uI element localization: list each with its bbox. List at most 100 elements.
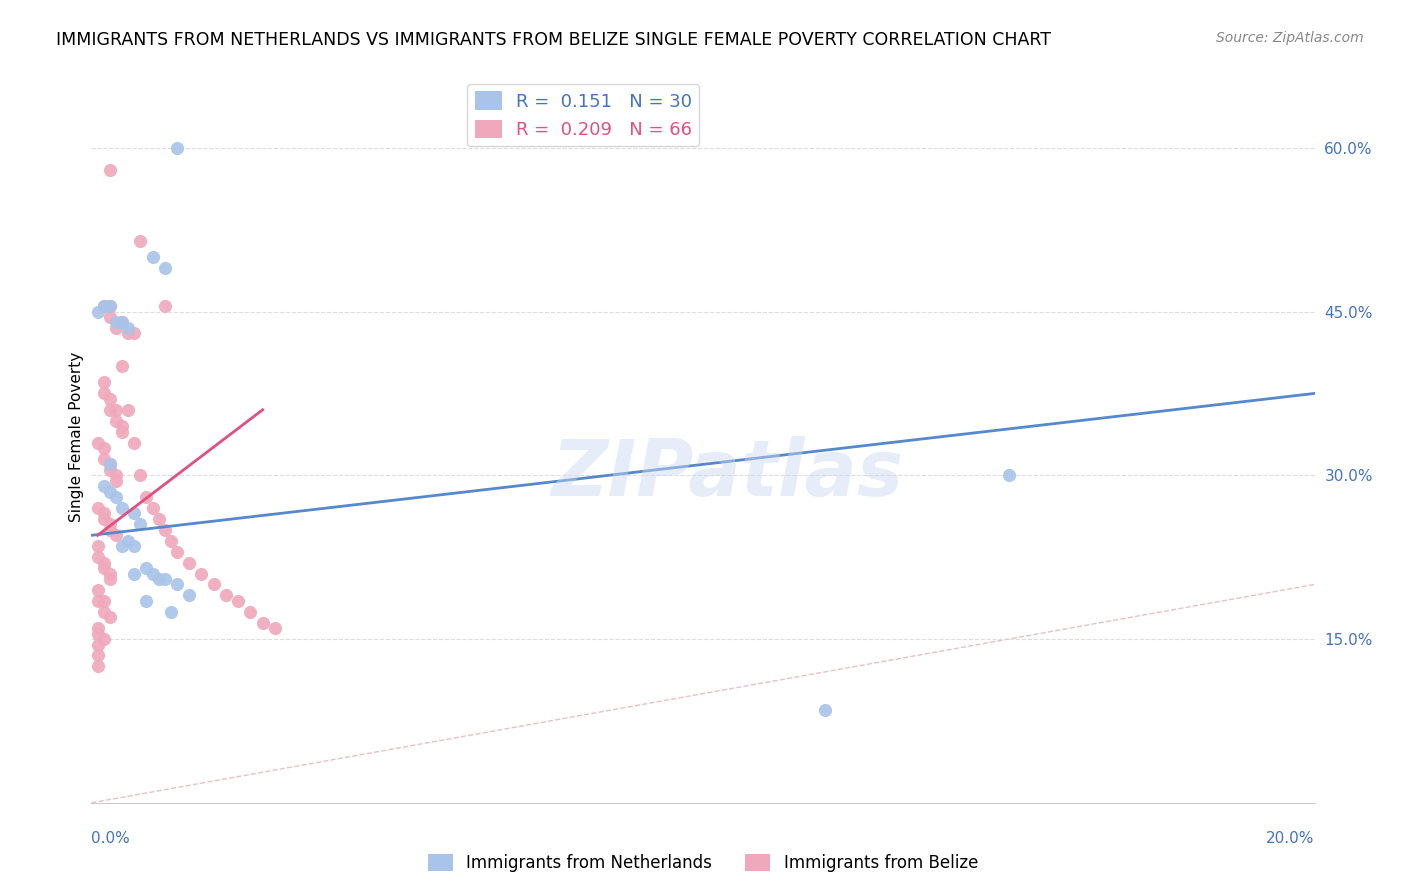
Point (111, 425, 134, 439)
Point (135, 490, 157, 504)
Point (122, 326, 145, 341)
Point (98, 458, 121, 472)
Point (153, 299, 176, 313)
Point (141, 501, 163, 516)
Point (190, 566, 212, 581)
Point (141, 566, 163, 581)
Point (111, 539, 134, 553)
Point (129, 517, 152, 532)
Point (86, 539, 108, 553)
Point (122, 507, 145, 521)
Point (179, 588, 201, 602)
Point (86, 304, 108, 318)
Point (814, 703, 837, 717)
Legend: R =  0.151   N = 30, R =  0.209   N = 66: R = 0.151 N = 30, R = 0.209 N = 66 (467, 84, 699, 146)
Point (93, 451, 115, 466)
Point (104, 414, 127, 428)
Point (111, 315, 134, 329)
Point (98, 402, 121, 417)
Point (93, 561, 115, 575)
Point (98, 463, 121, 477)
Point (93, 299, 115, 313)
Point (153, 260, 176, 275)
Text: IMMIGRANTS FROM NETHERLANDS VS IMMIGRANTS FROM BELIZE SINGLE FEMALE POVERTY CORR: IMMIGRANTS FROM NETHERLANDS VS IMMIGRANT… (56, 31, 1052, 49)
Point (122, 539, 145, 553)
Point (93, 605, 115, 619)
Point (252, 615, 274, 630)
Point (98, 392, 121, 406)
Point (111, 315, 134, 329)
Point (98, 299, 121, 313)
Point (160, 533, 183, 548)
Point (93, 441, 115, 455)
Point (117, 533, 139, 548)
Point (93, 507, 115, 521)
Point (122, 435, 145, 450)
Point (122, 566, 145, 581)
Point (117, 321, 139, 335)
Point (148, 512, 170, 526)
Point (98, 299, 121, 313)
Point (93, 386, 115, 401)
Point (179, 556, 201, 570)
Point (166, 577, 188, 591)
Point (98, 566, 121, 581)
Point (264, 621, 287, 635)
Point (98, 310, 121, 324)
Point (111, 419, 134, 434)
Point (93, 299, 115, 313)
Point (86, 648, 108, 663)
Point (98, 517, 121, 532)
Point (93, 632, 115, 646)
Point (104, 528, 127, 542)
Point (98, 523, 121, 537)
Point (104, 321, 127, 335)
Point (98, 162, 121, 177)
Point (104, 402, 127, 417)
Point (86, 550, 108, 565)
Text: Source: ZipAtlas.com: Source: ZipAtlas.com (1216, 31, 1364, 45)
Point (117, 326, 139, 341)
Point (129, 468, 152, 483)
Point (111, 359, 134, 373)
Point (153, 572, 176, 586)
Point (998, 468, 1021, 483)
Point (166, 141, 188, 155)
Text: 0.0%: 0.0% (91, 831, 131, 846)
Point (153, 523, 176, 537)
Point (93, 556, 115, 570)
Point (86, 659, 108, 673)
Text: 20.0%: 20.0% (1267, 831, 1315, 846)
Point (160, 605, 183, 619)
Point (98, 572, 121, 586)
Point (148, 572, 170, 586)
Point (202, 577, 225, 591)
Point (239, 605, 262, 619)
Point (129, 234, 152, 248)
Point (86, 626, 108, 640)
Point (86, 594, 108, 608)
Point (98, 458, 121, 472)
Y-axis label: Single Female Poverty: Single Female Poverty (69, 352, 84, 522)
Point (93, 512, 115, 526)
Point (86, 621, 108, 635)
Point (104, 490, 127, 504)
Point (86, 435, 108, 450)
Point (226, 594, 249, 608)
Point (141, 250, 163, 264)
Point (135, 594, 157, 608)
Point (86, 638, 108, 652)
Point (117, 402, 139, 417)
Text: ZIPatlas: ZIPatlas (551, 435, 904, 512)
Point (166, 545, 188, 559)
Point (111, 501, 134, 516)
Point (215, 588, 238, 602)
Point (104, 474, 127, 488)
Point (93, 479, 115, 493)
Point (104, 315, 127, 329)
Point (104, 468, 127, 483)
Point (93, 594, 115, 608)
Point (93, 376, 115, 390)
Point (98, 610, 121, 624)
Point (86, 501, 108, 516)
